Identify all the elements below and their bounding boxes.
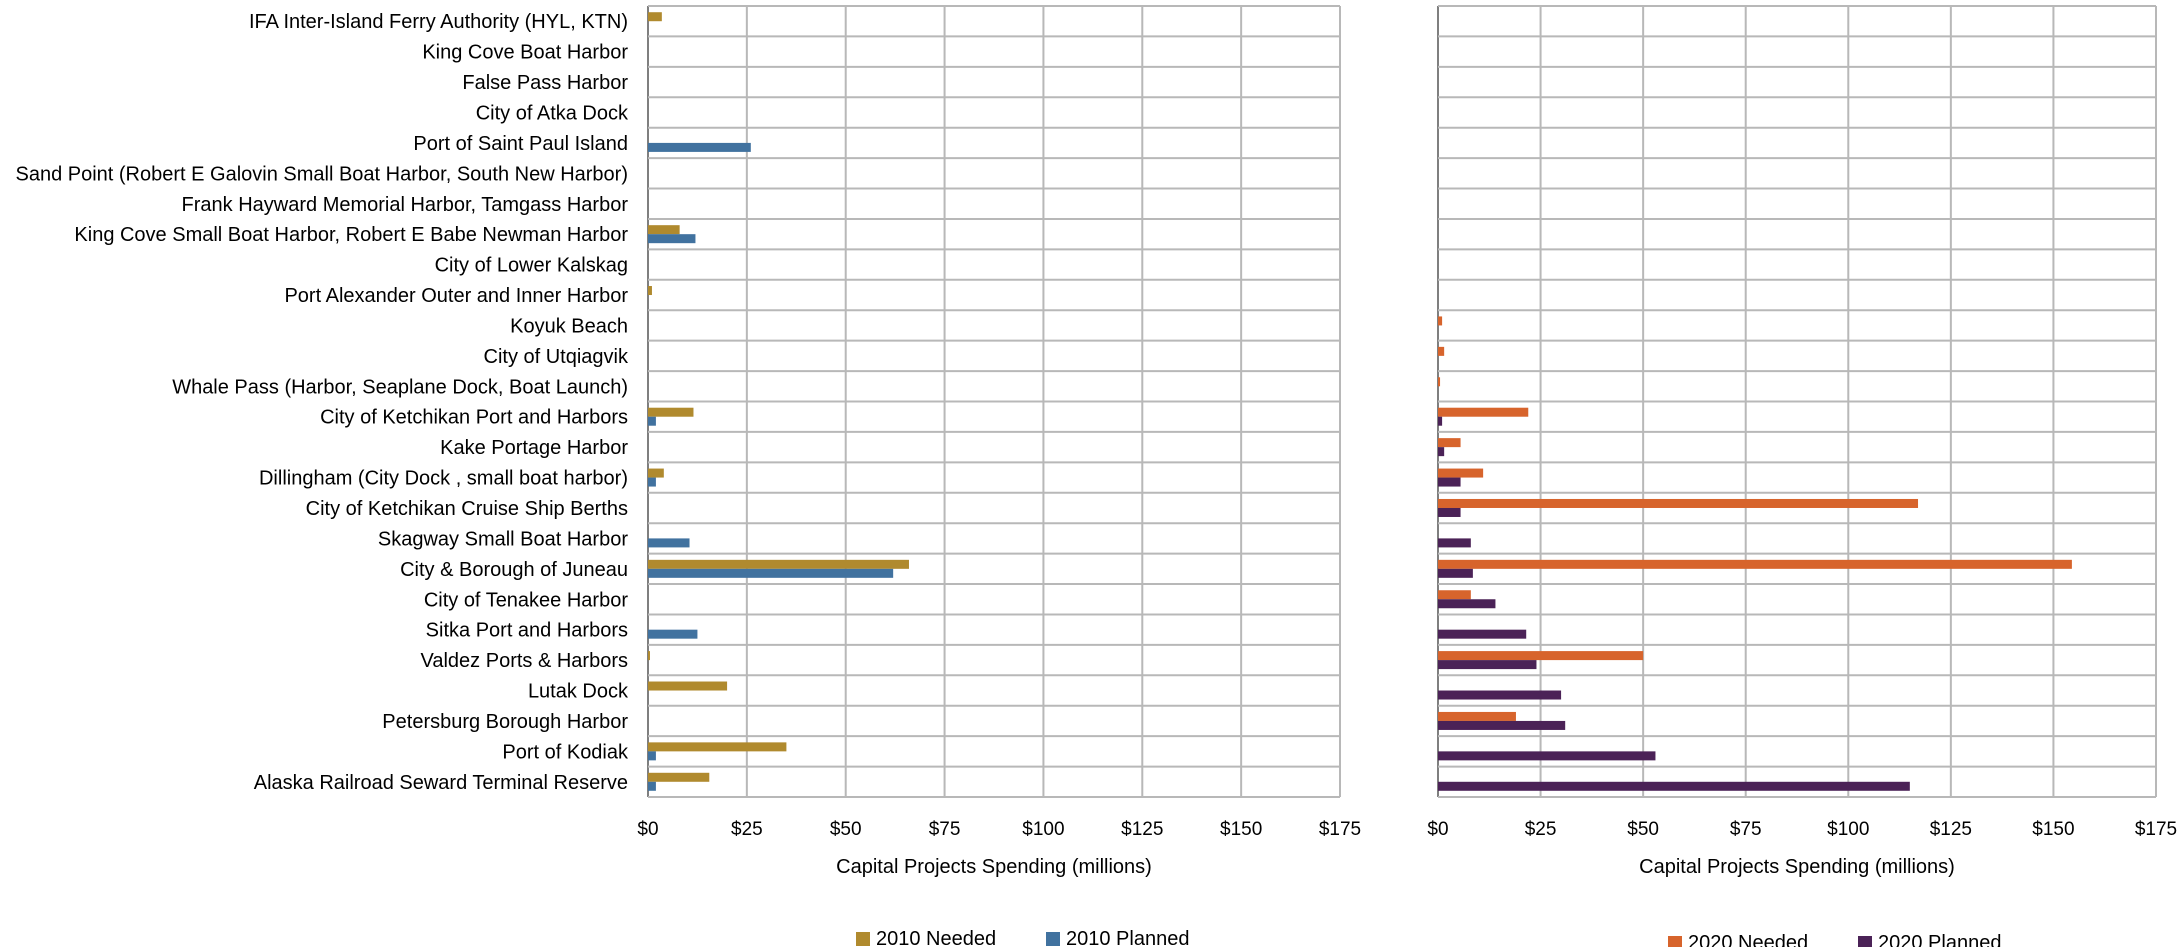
right-chart-panel: $0 $25 $50 $75 $100 $125 $150 $175 Capital Proje…	[1427, 5, 2177, 947]
left-bar-2010-needed-7	[648, 225, 680, 235]
left-x-tick-label: $25	[731, 819, 763, 840]
right-x-tick-label: $75	[1730, 819, 1762, 840]
right-bar-2020-needed-21	[1438, 651, 1644, 661]
right-bar-2020-needed-13	[1438, 407, 1529, 417]
right-bar-2020-needed-14	[1438, 438, 1461, 448]
right-x-tick-label: $125	[1930, 819, 1972, 840]
category-label-25: Alaska Railroad Seward Terminal Reserve	[254, 772, 628, 794]
category-label-10: Koyuk Beach	[510, 315, 628, 337]
left-bar-2010-planned-4	[648, 142, 751, 152]
left-x-tick-label: $50	[830, 819, 862, 840]
right-bar-2020-planned-25	[1438, 781, 1910, 791]
category-label-18: City & Borough of Juneau	[400, 559, 628, 581]
left-bar-2010-needed-15	[648, 468, 664, 478]
right-x-tick-label: $150	[2032, 819, 2074, 840]
category-label-8: City of Lower Kalskag	[435, 255, 628, 277]
right-bar-2020-needed-12	[1438, 377, 1441, 387]
right-bar-2020-planned-17	[1438, 538, 1471, 548]
category-label-16: City of Ketchikan Cruise Ship Berths	[306, 498, 628, 520]
right-bar-2020-planned-19	[1438, 599, 1496, 609]
category-label-20: Sitka Port and Harbors	[426, 620, 628, 642]
left-bar-2010-needed-25	[648, 772, 710, 782]
left-bar-2010-planned-18	[648, 568, 894, 578]
left-x-tick-label: $75	[929, 819, 961, 840]
left-x-tick-label: $125	[1121, 819, 1163, 840]
right-bar-2020-planned-23	[1438, 720, 1566, 730]
left-bar-2010-needed-13	[648, 407, 694, 417]
right-bar-2020-planned-13	[1438, 416, 1443, 426]
category-label-14: Kake Portage Harbor	[440, 437, 628, 459]
right-bar-2020-planned-14	[1438, 447, 1445, 457]
category-label-21: Valdez Ports & Harbors	[421, 650, 629, 672]
right-bar-2020-planned-20	[1438, 629, 1527, 639]
right-x-tick-label: $50	[1627, 819, 1659, 840]
category-label-6: Frank Hayward Memorial Harbor, Tamgass H…	[182, 194, 629, 216]
left-bar-2010-planned-24	[648, 751, 656, 761]
category-label-23: Petersburg Borough Harbor	[382, 711, 628, 733]
category-label-9: Port Alexander Outer and Inner Harbor	[284, 285, 628, 307]
left-bar-2010-needed-24	[648, 742, 787, 752]
category-label-12: Whale Pass (Harbor, Seaplane Dock, Boat …	[172, 376, 628, 398]
right-bar-2020-planned-18	[1438, 568, 1473, 578]
left-bar-2010-needed-0	[648, 12, 662, 22]
category-label-0: IFA Inter-Island Ferry Authority (HYL, K…	[249, 11, 628, 33]
left-legend-swatch-2010-planned	[1046, 932, 1060, 946]
left-chart-panel: $0 $25 $50 $75 $100 $125 $150 $175 IFA Inter-Isl…	[15, 5, 1361, 947]
left-bar-2010-needed-21	[648, 651, 650, 661]
right-legend-swatch-2020-planned	[1858, 936, 1872, 947]
right-bar-2020-planned-22	[1438, 690, 1562, 700]
category-label-2: False Pass Harbor	[462, 72, 628, 94]
left-bar-2010-needed-18	[648, 559, 909, 569]
left-x-tick-label: $150	[1220, 819, 1262, 840]
right-x-tick-label: $25	[1525, 819, 1557, 840]
left-bar-2010-planned-15	[648, 477, 656, 487]
right-bar-2020-needed-18	[1438, 559, 2072, 569]
right-bar-2020-needed-11	[1438, 346, 1445, 356]
left-legend-label-2010-needed: 2010 Needed	[876, 928, 996, 947]
category-label-22: Lutak Dock	[528, 681, 629, 703]
category-label-15: Dillingham (City Dock , small boat harbo…	[259, 468, 628, 490]
right-legend-label-2020-planned: 2020 Planned	[1878, 932, 2001, 947]
category-label-3: City of Atka Dock	[476, 102, 629, 124]
right-x-tick-label: $0	[1427, 819, 1448, 840]
right-bar-2020-needed-23	[1438, 711, 1516, 721]
left-bar-2010-planned-17	[648, 538, 690, 548]
category-label-7: King Cove Small Boat Harbor, Robert E Ba…	[74, 224, 628, 246]
right-bar-2020-needed-15	[1438, 468, 1484, 478]
category-label-1: King Cove Boat Harbor	[422, 42, 628, 64]
right-x-tick-label: $175	[2135, 819, 2177, 840]
category-label-19: City of Tenakee Harbor	[424, 589, 629, 611]
right-bar-2020-planned-24	[1438, 751, 1656, 761]
right-bar-2020-needed-19	[1438, 590, 1471, 600]
left-x-tick-label: $0	[637, 819, 658, 840]
right-bar-2020-planned-16	[1438, 507, 1461, 517]
category-label-17: Skagway Small Boat Harbor	[378, 528, 628, 550]
right-legend-swatch-2020-needed	[1668, 936, 1682, 947]
category-label-24: Port of Kodiak	[502, 741, 629, 763]
right-bar-2020-planned-15	[1438, 477, 1461, 487]
left-legend-label-2010-planned: 2010 Planned	[1066, 928, 1189, 947]
category-label-4: Port of Saint Paul Island	[413, 133, 628, 155]
left-x-tick-label: $100	[1022, 819, 1064, 840]
left-legend-swatch-2010-needed	[856, 932, 870, 946]
left-x-axis-title: Capital Projects Spending (millions)	[836, 856, 1152, 878]
category-label-5: Sand Point (Robert E Galovin Small Boat …	[15, 163, 628, 185]
right-bar-2020-needed-10	[1438, 316, 1443, 326]
left-bar-2010-planned-20	[648, 629, 698, 639]
right-legend-label-2020-needed: 2020 Needed	[1688, 932, 1808, 947]
right-x-axis-title: Capital Projects Spending (millions)	[1639, 856, 1955, 878]
left-x-tick-label: $175	[1319, 819, 1361, 840]
right-x-tick-label: $100	[1827, 819, 1869, 840]
left-bar-2010-needed-9	[648, 286, 652, 296]
left-bar-2010-planned-13	[648, 416, 656, 426]
category-label-13: City of Ketchikan Port and Harbors	[320, 407, 628, 429]
left-bar-2010-planned-7	[648, 234, 696, 244]
left-bar-2010-planned-25	[648, 781, 656, 791]
right-bar-2020-needed-16	[1438, 498, 1919, 508]
category-label-11: City of Utqiagvik	[484, 346, 629, 368]
right-bar-2020-planned-21	[1438, 660, 1537, 670]
left-bar-2010-needed-22	[648, 681, 728, 691]
